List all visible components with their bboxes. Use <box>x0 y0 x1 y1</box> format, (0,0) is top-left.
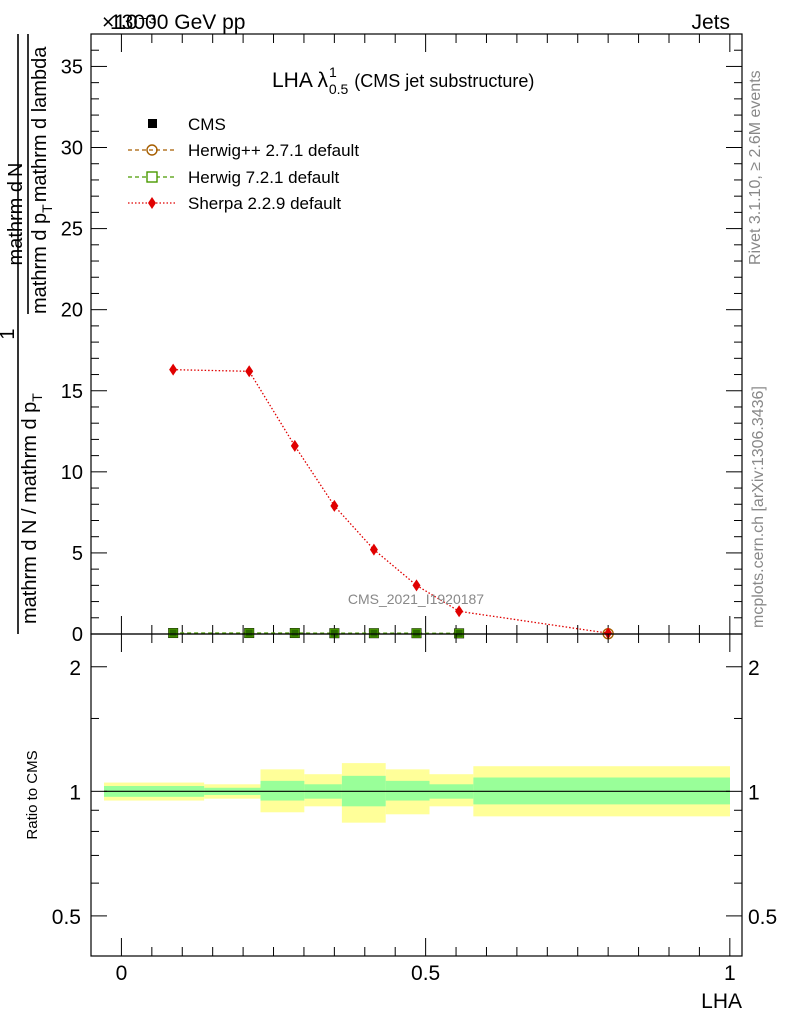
analysis-watermark: CMS_2021_I1920187 <box>348 591 484 607</box>
sherpa-point <box>412 579 421 592</box>
herwig7-point <box>411 628 422 638</box>
ylabel-deriv-numerator: mathrm dN <box>5 163 27 266</box>
sherpa-point <box>245 365 254 378</box>
x-tick-label: 0.5 <box>411 962 440 985</box>
legend-marker-herwig7 <box>146 171 158 183</box>
ylabel-numerator: 1 <box>0 328 19 339</box>
main-y-tick-label: 35 <box>61 56 83 78</box>
header-energy: 13000 GeV pp <box>110 11 245 34</box>
header-jets: Jets <box>691 11 730 34</box>
legend-marker-herwigpp <box>146 144 158 156</box>
legend-label-herwig7: Herwig 7.2.1 default <box>188 168 339 187</box>
ratio-y-tick-label-right: 1 <box>748 781 760 804</box>
legend-marker-cms <box>148 119 157 128</box>
main-y-tick-label: 25 <box>61 219 83 241</box>
legend-entry-herwigpp: Herwig++ 2.7.1 default <box>128 141 359 160</box>
legend-label-cms: CMS <box>188 115 226 134</box>
sherpa-point <box>290 439 299 452</box>
ratio-axes: 0.5 0.5 1 1 2 2 0 0.5 1 <box>52 634 777 985</box>
herwig7-point <box>290 628 300 638</box>
header-exponent: ×10⁻³ <box>102 11 156 34</box>
herwig7-point <box>244 628 254 638</box>
ylabel-deriv-denominator: mathrm d pTmathrm d lambda <box>29 46 55 314</box>
main-y-tick-label: 20 <box>61 300 83 322</box>
ylabel-denominator: mathrm d N / mathrm d pT <box>19 393 45 624</box>
main-y-tick-label: 0 <box>72 624 83 646</box>
ratio-y-axis-label: Ratio to CMS <box>24 750 41 839</box>
chart-title: LHA λ1 0.5 (CMS jet substructure) <box>272 64 534 97</box>
legend-label-sherpa: Sherpa 2.2.9 default <box>188 194 341 213</box>
main-y-tick-label: 30 <box>61 138 83 160</box>
main-y-tick-label: 5 <box>72 543 83 565</box>
sherpa-point <box>369 543 378 556</box>
ratio-bands <box>104 763 730 823</box>
herwig7-point <box>454 628 464 638</box>
sherpa-point <box>169 363 178 376</box>
rivet-label: Rivet 3.1.10, ≥ 2.6M events <box>747 70 764 265</box>
ratio-panel-frame <box>90 633 743 957</box>
legend-marker-sherpa <box>148 197 156 209</box>
x-axis-label: LHA <box>701 990 742 1013</box>
legend-entry-sherpa: Sherpa 2.2.9 default <box>128 194 341 213</box>
ratio-y-tick-label: 1 <box>69 781 81 804</box>
ratio-y-tick-label-right: 2 <box>748 657 760 680</box>
main-y-tick-label: 15 <box>61 381 83 403</box>
sherpa-point <box>455 605 464 618</box>
legend-entry-herwig7: Herwig 7.2.1 default <box>128 168 339 187</box>
x-tick-label: 0 <box>116 962 128 985</box>
main-y-axis-label: 1 mathrm d N / mathrm d pT mathrm dN mat… <box>0 34 55 634</box>
main-series <box>168 363 614 640</box>
legend-entry-cms: CMS <box>148 115 226 134</box>
sherpa-point <box>330 499 339 512</box>
legend: CMS Herwig++ 2.7.1 default Herwig 7.2.1 … <box>128 115 359 213</box>
herwig7-point <box>168 628 178 638</box>
legend-label-herwigpp: Herwig++ 2.7.1 default <box>188 141 359 160</box>
sherpa-point <box>604 627 613 640</box>
main-axes: 0 5 10 15 20 25 30 35 <box>61 34 742 646</box>
ratio-y-tick-label: 2 <box>69 657 81 680</box>
herwig7-point <box>369 628 379 638</box>
ratio-inner-band <box>385 780 430 801</box>
ratio-y-tick-label-right: 0.5 <box>748 906 777 929</box>
main-y-tick-label: 10 <box>61 462 83 484</box>
ratio-y-tick-label: 0.5 <box>52 906 81 929</box>
x-tick-label: 1 <box>724 962 736 985</box>
mcplots-label: mcplots.cern.ch [arXiv:1306.3436] <box>750 386 767 628</box>
ratio-inner-band <box>260 780 305 801</box>
